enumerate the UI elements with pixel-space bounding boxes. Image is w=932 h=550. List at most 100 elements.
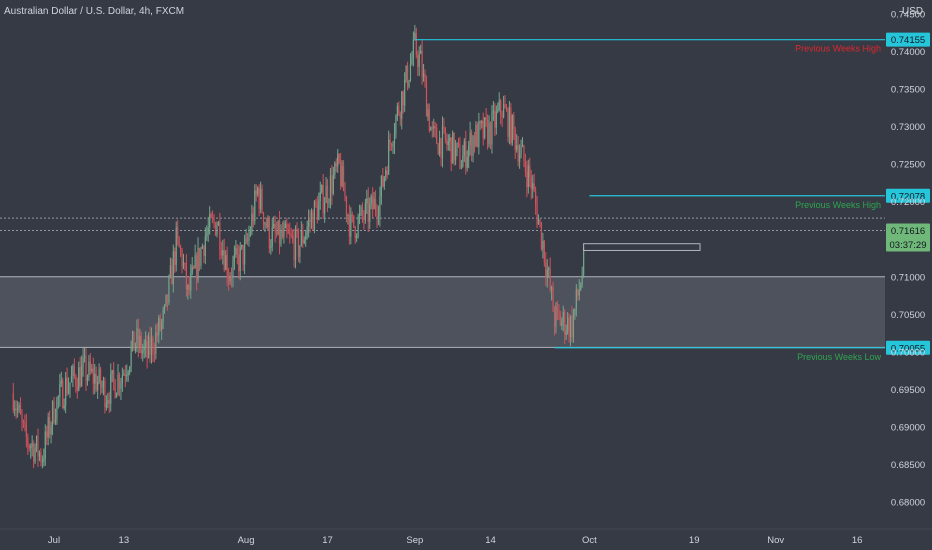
candle-body <box>261 188 263 213</box>
candle-body <box>242 244 244 265</box>
candle-body <box>219 222 221 251</box>
candle-body <box>567 317 569 332</box>
candle-body <box>340 162 342 186</box>
candle-body <box>277 220 279 235</box>
candle-body <box>529 165 531 178</box>
candle-body <box>444 127 446 140</box>
candle-body <box>59 384 61 397</box>
y-tick-label-11: 0.69500 <box>891 385 925 396</box>
candle-body <box>399 113 401 119</box>
candle-body <box>574 308 576 315</box>
candle-body <box>425 81 428 117</box>
candle-body <box>411 58 413 65</box>
candle-body <box>213 218 215 223</box>
candle-body <box>549 268 551 290</box>
candle-body <box>223 250 225 270</box>
candle-body <box>571 316 573 338</box>
candle-body <box>49 417 51 435</box>
candle-body <box>580 284 582 290</box>
candle-body <box>568 317 570 338</box>
candle-body <box>527 165 529 188</box>
candle-body <box>302 230 304 244</box>
candle-body <box>67 387 70 394</box>
candle-body <box>197 247 199 280</box>
candle-body <box>475 124 477 146</box>
candle-body <box>460 167 462 169</box>
candle-body <box>583 249 585 276</box>
y-tick-label-5: 0.72500 <box>891 160 925 171</box>
candle-body <box>466 157 468 168</box>
candle-body <box>204 236 206 256</box>
candle-body <box>414 32 416 40</box>
candle-body <box>244 241 246 265</box>
candle-body <box>377 216 380 218</box>
candle-body <box>342 166 345 192</box>
candle-body <box>163 305 166 311</box>
candle-body <box>316 204 318 221</box>
candle-body <box>85 356 87 382</box>
candle-body <box>310 212 313 222</box>
x-tick-label-5: Sep <box>406 535 423 546</box>
candle-body <box>217 222 220 226</box>
candle-body <box>155 332 157 354</box>
candle-body <box>370 195 372 204</box>
candle-body <box>70 376 73 383</box>
candle-body <box>65 377 67 406</box>
candle-body <box>181 250 183 267</box>
candle-body <box>454 146 457 161</box>
candle-body <box>206 233 208 237</box>
candle-body <box>62 380 64 408</box>
candle-body <box>396 105 398 117</box>
candle-body <box>216 225 218 236</box>
candle-body <box>174 251 176 265</box>
candle-body <box>268 218 270 249</box>
candle-body <box>111 370 113 374</box>
candle-body <box>329 175 332 202</box>
candle-body <box>306 226 308 235</box>
candle-body <box>121 375 123 384</box>
candle-body <box>406 65 409 87</box>
candle-body <box>12 393 14 411</box>
candle-body <box>453 132 455 161</box>
candle-body <box>88 361 90 377</box>
x-tick-label-8: 19 <box>689 535 700 546</box>
candle-body <box>47 417 49 438</box>
candle-body <box>127 372 129 375</box>
candle-body <box>126 374 128 377</box>
candle-body <box>195 255 198 280</box>
candle-body <box>159 317 161 330</box>
candle-body <box>498 100 500 110</box>
candle-body <box>102 380 105 387</box>
candle-body <box>177 227 179 238</box>
candle-body <box>347 215 349 217</box>
candle-body <box>201 246 204 249</box>
candle-body <box>505 108 508 110</box>
candle-body <box>156 332 158 336</box>
candle-body <box>284 223 286 229</box>
candle-body <box>437 143 439 155</box>
candle-body <box>392 144 394 147</box>
candle-body <box>225 255 227 270</box>
candle-body <box>412 39 414 59</box>
x-tick-label-9: Nov <box>767 535 784 546</box>
candle-body <box>555 306 557 328</box>
candle-body <box>337 154 339 167</box>
candle-body <box>297 230 300 257</box>
candle-body <box>539 219 541 223</box>
candle-body <box>361 206 364 217</box>
candle-body <box>104 380 106 408</box>
candle-body <box>491 112 493 145</box>
candle-body <box>564 311 566 336</box>
candle-body <box>236 247 238 255</box>
candle-body <box>379 196 381 217</box>
candle-body <box>434 126 436 128</box>
candle-body <box>178 237 180 248</box>
candle-body <box>334 163 336 176</box>
candle-body <box>18 405 20 409</box>
candle-body <box>530 177 532 189</box>
candle-body <box>233 254 236 262</box>
candle-body <box>354 226 356 239</box>
candle-body <box>363 216 365 220</box>
